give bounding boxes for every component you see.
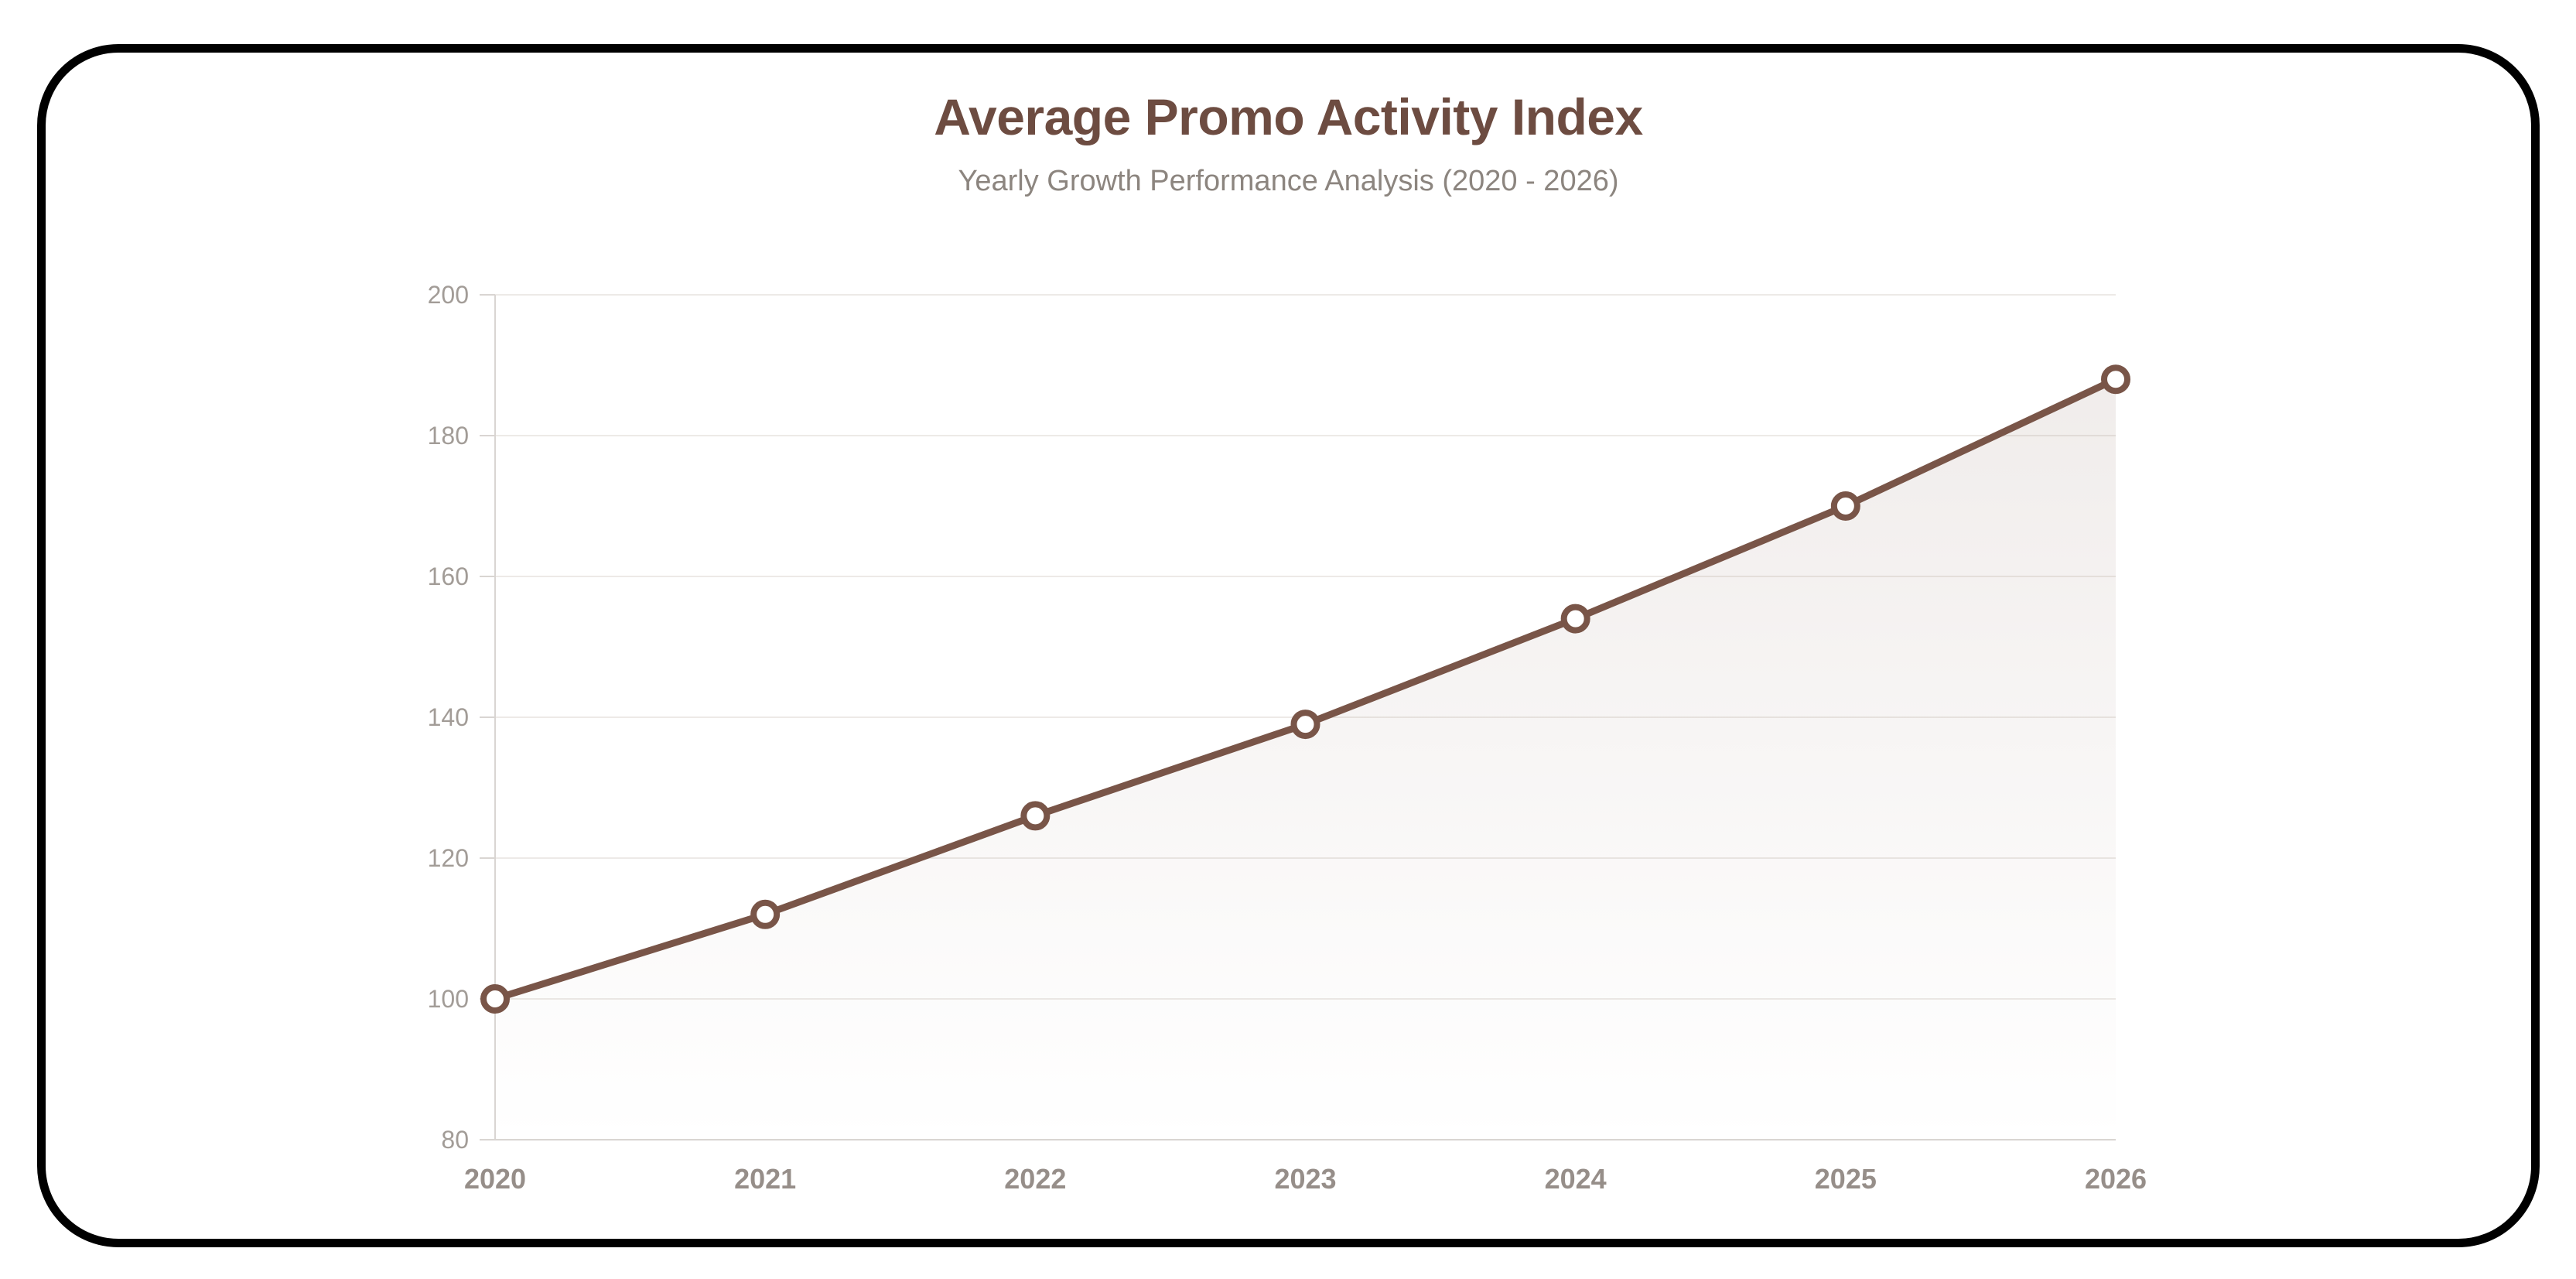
- x-axis-label-2022: 2022: [1004, 1163, 1066, 1195]
- y-axis-label-140: 140: [428, 703, 469, 731]
- data-point-2021: [750, 899, 781, 929]
- y-axis-label-200: 200: [428, 281, 469, 309]
- x-axis-label-2023: 2023: [1274, 1163, 1336, 1195]
- x-axis-label-2024: 2024: [1545, 1163, 1607, 1195]
- chart-subtitle: Yearly Growth Performance Analysis (2020…: [958, 165, 1619, 197]
- x-axis-label-2021: 2021: [734, 1163, 796, 1195]
- x-axis-label-2020: 2020: [464, 1163, 526, 1195]
- y-axis-label-100: 100: [428, 985, 469, 1013]
- data-point-2023: [1290, 710, 1320, 740]
- y-axis-label-160: 160: [428, 563, 469, 590]
- data-point-2024: [1560, 604, 1590, 634]
- data-point-2026: [2101, 364, 2130, 395]
- y-axis-label-80: 80: [441, 1126, 469, 1154]
- x-axis-label-2025: 2025: [1815, 1163, 1877, 1195]
- data-point-2022: [1020, 801, 1051, 831]
- data-point-2020: [480, 984, 510, 1014]
- x-axis-label-2026: 2026: [2085, 1163, 2147, 1195]
- data-point-2025: [1830, 491, 1860, 521]
- series-area-fill: [495, 379, 2116, 1140]
- y-axis-label-180: 180: [428, 422, 469, 450]
- y-axis-label-120: 120: [428, 844, 469, 872]
- chart-title: Average Promo Activity Index: [934, 88, 1643, 145]
